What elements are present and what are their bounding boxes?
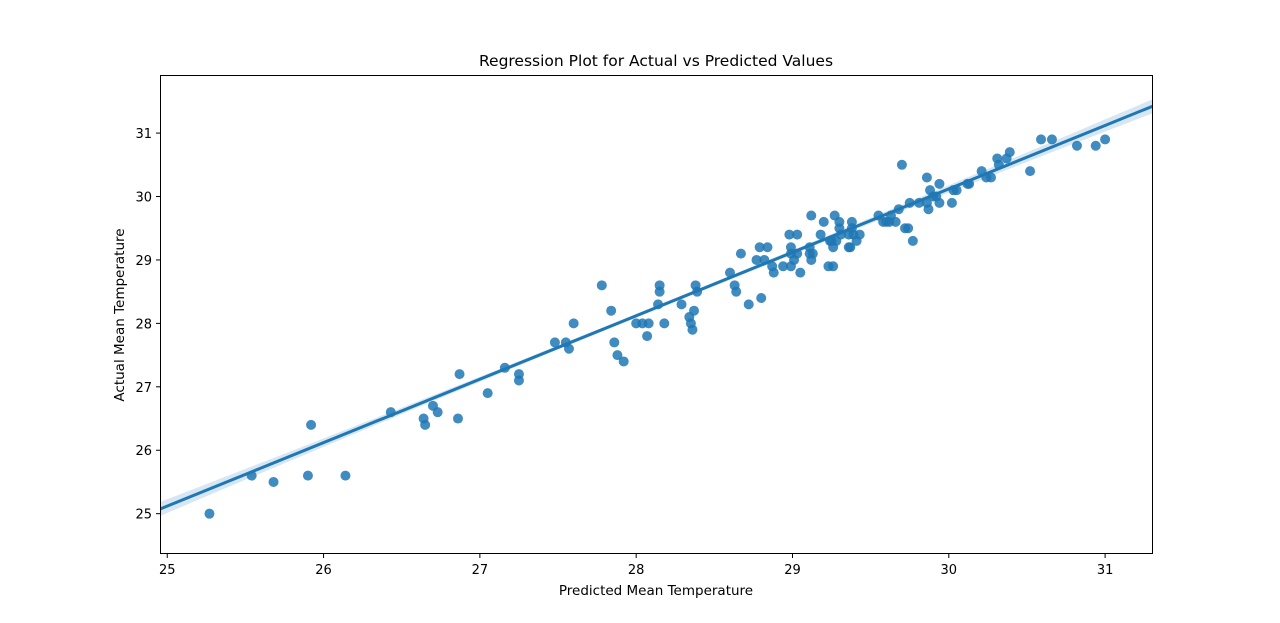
data-point <box>1004 147 1015 158</box>
data-point <box>612 350 623 361</box>
plot-frame <box>160 75 1153 554</box>
x-axis: 25 26 27 28 29 30 31 <box>159 553 1113 578</box>
data-point <box>482 388 493 399</box>
data-point <box>596 280 607 291</box>
y-axis: 25 26 27 28 29 30 31 <box>135 127 161 523</box>
data-point <box>642 331 653 342</box>
data-point <box>795 267 806 278</box>
chart-title: Regression Plot for Actual vs Predicted … <box>479 52 833 70</box>
data-point <box>818 216 829 227</box>
y-tick-label: 26 <box>135 444 152 459</box>
data-point <box>689 305 700 316</box>
data-point <box>921 172 932 183</box>
x-tick-label: 29 <box>784 563 801 578</box>
data-point <box>452 413 463 424</box>
data-point <box>1071 140 1082 151</box>
data-point <box>306 419 317 430</box>
data-point <box>676 299 687 310</box>
x-tick-label: 28 <box>628 563 645 578</box>
data-point <box>756 293 767 304</box>
data-point <box>340 470 351 481</box>
data-point <box>618 356 629 367</box>
data-point <box>643 318 654 329</box>
data-point <box>1100 134 1111 145</box>
data-point <box>785 242 796 253</box>
data-point <box>731 286 742 297</box>
data-point <box>754 242 765 253</box>
data-point <box>302 470 313 481</box>
data-point <box>934 197 945 208</box>
data-point <box>513 375 524 386</box>
data-point <box>784 229 795 240</box>
data-point <box>807 248 818 259</box>
data-point <box>828 261 839 272</box>
data-point <box>751 254 762 265</box>
data-point <box>806 210 817 221</box>
y-tick-label: 28 <box>135 317 152 332</box>
data-point <box>907 235 918 246</box>
x-tick-label: 31 <box>1097 563 1114 578</box>
data-point <box>659 318 670 329</box>
data-point <box>934 178 945 189</box>
regression-line <box>161 104 1152 511</box>
y-tick-label: 29 <box>135 254 152 269</box>
data-point <box>986 172 996 183</box>
data-point <box>854 229 865 240</box>
data-point <box>845 242 856 253</box>
data-point <box>654 286 665 297</box>
y-tick-label: 25 <box>135 508 152 523</box>
data-point <box>1046 134 1057 145</box>
data-point <box>896 159 907 170</box>
y-tick-label: 30 <box>135 191 152 206</box>
data-point <box>768 267 779 278</box>
data-point <box>890 216 901 227</box>
x-tick-label: 25 <box>159 563 176 578</box>
data-point <box>1036 134 1047 145</box>
data-point <box>606 305 617 316</box>
data-point <box>834 216 845 227</box>
data-point <box>743 299 754 310</box>
plot-area <box>161 99 1152 519</box>
y-tick-label: 31 <box>135 127 152 142</box>
data-point <box>815 229 826 240</box>
x-tick-label: 26 <box>315 563 332 578</box>
data-point <box>454 369 465 380</box>
data-point <box>735 248 746 259</box>
x-axis-title: Predicted Mean Temperature <box>559 583 753 599</box>
data-point <box>268 476 279 487</box>
data-point <box>687 324 698 335</box>
data-point <box>609 337 620 348</box>
data-point <box>778 261 789 272</box>
data-point <box>432 407 443 418</box>
x-tick-label: 27 <box>472 563 489 578</box>
x-tick-label: 30 <box>941 563 958 578</box>
data-point <box>903 223 914 234</box>
data-point <box>549 337 560 348</box>
data-point <box>204 508 215 519</box>
data-point <box>946 197 957 208</box>
data-point <box>1025 166 1036 177</box>
data-point <box>1090 140 1101 151</box>
data-point <box>923 204 934 215</box>
data-point <box>420 419 431 430</box>
data-point <box>792 229 803 240</box>
data-point <box>563 343 574 354</box>
data-point <box>762 242 773 253</box>
y-axis-title: Actual Mean Temperature <box>112 228 128 401</box>
y-tick-label: 27 <box>135 381 152 396</box>
data-point <box>568 318 579 329</box>
